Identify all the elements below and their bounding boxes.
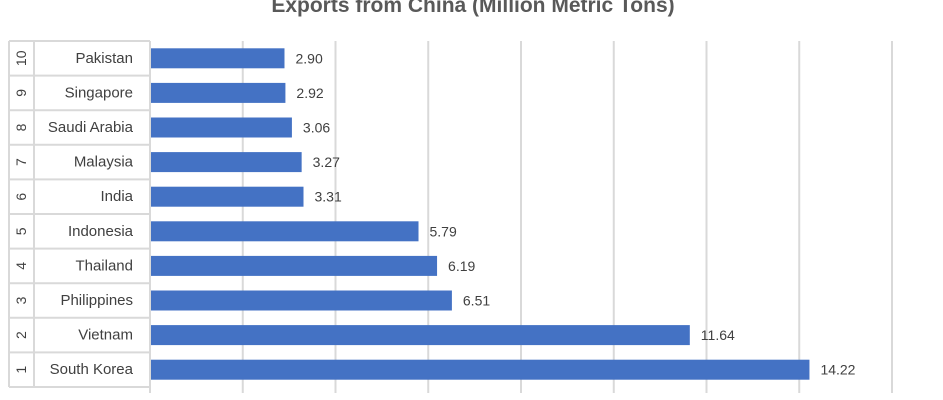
bar bbox=[151, 48, 285, 69]
data-label: 2.92 bbox=[296, 85, 323, 101]
category-label: Pakistan bbox=[75, 50, 133, 67]
bar bbox=[151, 82, 286, 103]
rank-label: 6 bbox=[13, 193, 29, 201]
rank-label: 1 bbox=[13, 366, 29, 374]
data-label: 6.51 bbox=[463, 293, 490, 309]
bar bbox=[151, 255, 438, 276]
rank-label: 5 bbox=[13, 227, 29, 235]
bar bbox=[151, 117, 292, 138]
rank-label: 10 bbox=[13, 50, 29, 66]
rank-label: 9 bbox=[13, 89, 29, 97]
data-label: 3.27 bbox=[313, 154, 340, 170]
bars bbox=[151, 48, 810, 380]
bar bbox=[151, 221, 419, 242]
category-label: Vietnam bbox=[78, 327, 133, 344]
rank-label: 2 bbox=[13, 331, 29, 339]
bar bbox=[151, 325, 690, 346]
chart-title: Exports from China (Million Metric Tons) bbox=[271, 0, 674, 17]
category-table bbox=[8, 40, 151, 393]
category-label: Saudi Arabia bbox=[48, 119, 134, 136]
data-label: 3.06 bbox=[303, 120, 330, 136]
bar bbox=[151, 290, 452, 311]
category-label: Singapore bbox=[65, 84, 133, 101]
data-label: 2.90 bbox=[295, 50, 322, 66]
category-label: Philippines bbox=[60, 292, 133, 309]
category-label: Thailand bbox=[75, 257, 133, 274]
category-label: Malaysia bbox=[74, 154, 134, 171]
rank-label: 8 bbox=[13, 123, 29, 131]
bar bbox=[151, 152, 302, 173]
rank-label: 3 bbox=[13, 296, 29, 304]
data-label: 14.22 bbox=[820, 362, 855, 378]
data-label: 6.19 bbox=[448, 258, 475, 274]
category-label: India bbox=[100, 188, 133, 205]
category-label: South Korea bbox=[50, 361, 134, 378]
gridlines bbox=[241, 41, 893, 393]
category-label: Indonesia bbox=[68, 223, 134, 240]
bar bbox=[151, 186, 304, 207]
rank-label: 4 bbox=[13, 262, 29, 270]
data-label: 3.31 bbox=[315, 189, 342, 205]
bar bbox=[151, 359, 810, 380]
labels: 10 Pakistan 2.90 9 Singapore 2.92 8 Saudi Arabi… bbox=[13, 50, 856, 378]
rank-label: 7 bbox=[13, 158, 29, 166]
data-label: 5.79 bbox=[430, 223, 457, 239]
data-label: 11.64 bbox=[701, 327, 735, 343]
